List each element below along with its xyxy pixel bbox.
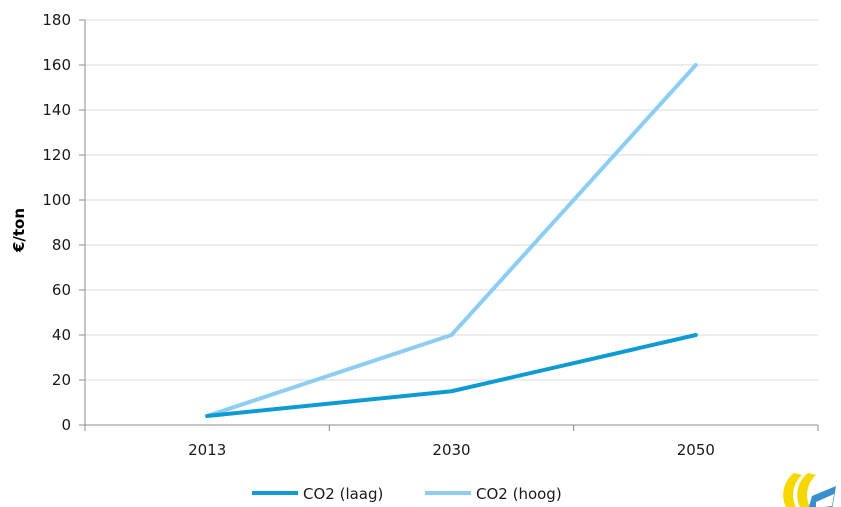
series-line	[205, 333, 698, 418]
y-tick-label: 140	[42, 101, 71, 119]
series-line	[205, 63, 698, 418]
axes	[84, 20, 818, 426]
y-tick-label: 0	[61, 416, 71, 434]
y-tick-label: 160	[42, 56, 71, 74]
x-tick-label: 2030	[432, 441, 470, 459]
y-tick-label: 180	[42, 11, 71, 29]
y-axis-label: €/ton	[10, 208, 28, 253]
legend: CO2 (laag) CO2 (hoog)	[252, 485, 562, 503]
gridlines	[85, 19, 818, 381]
series-lines	[205, 63, 698, 418]
legend-label: CO2 (hoog)	[476, 485, 562, 503]
x-tick-label: 2050	[677, 441, 715, 459]
y-tick-label: 120	[42, 146, 71, 164]
y-tick-label: 80	[52, 236, 71, 254]
x-axis-ticks: 2013 2030 2050	[84, 425, 819, 459]
y-tick-label: 20	[52, 371, 71, 389]
x-tick-label: 2013	[188, 441, 226, 459]
y-axis-ticks: 0 20 40 60 80 100 120 140 160 180	[42, 11, 85, 434]
y-tick-label: 60	[52, 281, 71, 299]
legend-label: CO2 (laag)	[303, 485, 383, 503]
brand-logo-icon	[783, 473, 836, 507]
y-tick-label: 40	[52, 326, 71, 344]
y-tick-label: 100	[42, 191, 71, 209]
